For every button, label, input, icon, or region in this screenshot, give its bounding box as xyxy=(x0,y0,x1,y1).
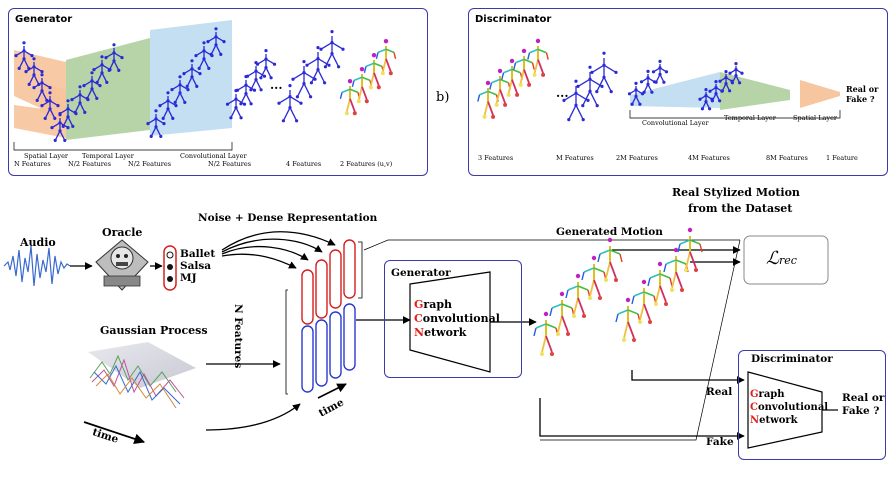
audio-label: Audio xyxy=(20,236,56,249)
gen-feature-3: N/2 Features xyxy=(208,160,252,168)
gen-layer-convolutional: Convolutional Layer xyxy=(180,152,247,160)
discriminator-gcn-text: Graph Convolutional Network xyxy=(750,388,828,427)
gen-gcn-letter-g: G xyxy=(414,298,424,311)
generator-box-title: Generator xyxy=(391,267,451,279)
disc-layer-spatial: Spatial Layer xyxy=(793,114,838,122)
disc-feature-1: M Features xyxy=(556,154,594,162)
gen-layer-temporal: Temporal Layer xyxy=(82,152,134,160)
generator-panel: Generator xyxy=(8,8,428,176)
gaussian-process-plot xyxy=(88,342,196,409)
disc-feature-5: 1 Feature xyxy=(826,154,858,162)
disc-feature-2: 2M Features xyxy=(616,154,658,162)
feature-columns xyxy=(285,239,363,395)
gen-gcn-rest-g: raph xyxy=(423,298,453,311)
generator-box: Generator xyxy=(384,260,522,378)
style-ballet: Ballet xyxy=(180,248,216,260)
disc-gcn-letter-g: G xyxy=(750,389,759,400)
fake-label: Fake xyxy=(706,436,734,448)
gen-feature-0: N Features xyxy=(14,160,51,168)
real-stylized-label-2: from the Dataset xyxy=(688,202,793,215)
discriminator-panel: Discriminator xyxy=(468,8,888,176)
disc-gcn-letter-n: N xyxy=(750,415,760,426)
oracle-label: Oracle xyxy=(102,226,143,239)
noise-arrows xyxy=(221,231,336,269)
disc-layer-convolutional: Convolutional Layer xyxy=(642,119,709,127)
gen-layer-spatial: Spatial Layer xyxy=(24,152,69,160)
discriminator-box-title: Discriminator xyxy=(751,353,833,365)
gen-gcn-rest-n: etwork xyxy=(424,326,467,339)
style-mj: MJ xyxy=(180,272,197,284)
gen-gcn-letter-c: C xyxy=(414,312,423,325)
discriminator-panel-title: Discriminator xyxy=(475,14,552,25)
disc-feature-3: 4M Features xyxy=(688,154,730,162)
generator-panel-title: Generator xyxy=(15,14,73,25)
discriminator-layer-shapes xyxy=(629,72,841,119)
disc-feature-4: 8M Features xyxy=(766,154,808,162)
oracle-icon xyxy=(95,239,149,291)
audio-waveform xyxy=(3,245,71,287)
disc-feature-0: 3 Features xyxy=(478,154,514,162)
loss-symbol: ℒ xyxy=(766,248,779,269)
loss-subscript: rec xyxy=(778,254,797,267)
disc-gcn-rest-g: raph xyxy=(758,389,785,400)
panel-b-label: b) xyxy=(436,90,450,105)
noise-label: Noise + Dense Representation xyxy=(198,212,378,224)
gen-ellipsis: ... xyxy=(270,78,283,92)
generator-gcn-block xyxy=(409,271,491,373)
disc-gcn-rest-n: etwork xyxy=(759,415,798,426)
real-label: Real xyxy=(706,386,733,398)
reconstruction-loss-box xyxy=(743,235,829,285)
gen-gcn-rest-c: onvolutional xyxy=(422,312,500,325)
gaussian-label: Gaussian Process xyxy=(100,324,208,337)
skeleton-figures xyxy=(14,27,744,356)
gen-feature-4: 4 Features xyxy=(286,160,322,168)
disc-gcn-letter-c: C xyxy=(750,402,758,413)
disc-layer-temporal: Temporal Layer xyxy=(724,114,776,122)
disc-gcn-rest-c: onvolutional xyxy=(757,402,829,413)
loss-label: ℒrec xyxy=(766,248,797,269)
gen-feature-5: 2 Features (u,v) xyxy=(340,160,393,168)
discriminator-box: Discriminator xyxy=(738,350,886,460)
generator-gcn-text: Graph Convolutional Network xyxy=(414,298,500,340)
style-salsa: Salsa xyxy=(180,260,212,272)
gen-feature-1: N/2 Features xyxy=(68,160,112,168)
n-features-label: N Features xyxy=(232,304,244,369)
disc-ellipsis: ... xyxy=(556,86,569,100)
real-stylized-label-1: Real Stylized Motion xyxy=(672,186,800,199)
gen-feature-2: N/2 Features xyxy=(128,160,172,168)
gen-gcn-letter-n: N xyxy=(414,326,425,339)
output-label-1: Real or xyxy=(842,392,885,404)
discriminator-gcn-block xyxy=(747,371,823,449)
disc-output: Real or Fake ? xyxy=(846,84,879,104)
output-label-2: Fake ? xyxy=(842,405,880,417)
generated-motion-label: Generated Motion xyxy=(556,226,663,238)
